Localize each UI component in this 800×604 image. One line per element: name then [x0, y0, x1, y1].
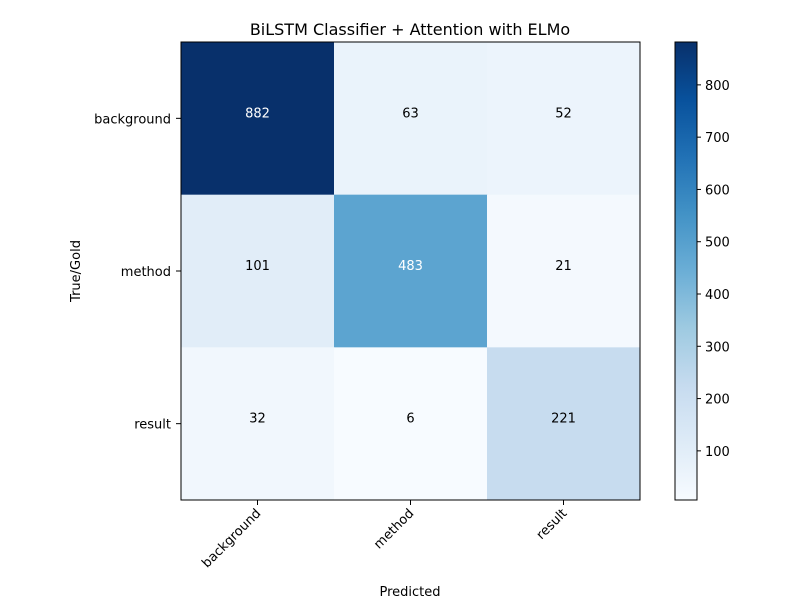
chart-title: BiLSTM Classifier + Attention with ELMo [250, 20, 570, 39]
colorbar-tick-label: 700 [705, 131, 730, 146]
colorbar: 100 200 300 400 500 600 700 800 [674, 41, 730, 501]
cell-value-label: 882 [245, 106, 270, 121]
x-tick-label: method [371, 506, 417, 552]
heatmap-cell [334, 347, 488, 501]
colorbar-tick-label: 500 [705, 236, 730, 251]
y-axis-label: True/Gold [69, 240, 84, 303]
cell-value-label: 52 [555, 106, 572, 121]
cell-value-label: 101 [245, 259, 270, 274]
colorbar-tick-label: 800 [705, 79, 730, 94]
colorbar-tick-label: 600 [705, 183, 730, 198]
heatmap-cell [181, 194, 335, 348]
colorbar-gradient [674, 41, 698, 501]
heatmap-cell [487, 42, 641, 196]
colorbar-tick-label: 100 [705, 445, 730, 460]
colorbar-tick-label: 300 [705, 340, 730, 355]
heatmap-cell [334, 42, 488, 196]
heatmap-cell [181, 42, 335, 196]
heatmap-cell [334, 194, 488, 348]
x-axis-label: Predicted [379, 585, 440, 600]
x-tick-label: result [534, 506, 571, 543]
heatmap-cell [181, 347, 335, 501]
cell-value-label: 21 [555, 259, 572, 274]
y-tick-label: result [134, 418, 171, 433]
x-tick-label: background [199, 506, 264, 571]
colorbar-tick-label: 200 [705, 393, 730, 408]
colorbar-tick-label: 400 [705, 288, 730, 303]
y-tick-label: background [94, 112, 171, 127]
cell-value-label: 483 [398, 259, 423, 274]
cell-value-label: 6 [406, 412, 414, 427]
heatmap-cell [487, 194, 641, 348]
heatmap-cells: 882 63 52 101 483 21 32 6 221 [181, 42, 641, 501]
cell-value-label: 221 [551, 412, 576, 427]
cell-value-label: 32 [249, 412, 266, 427]
heatmap-cell [487, 347, 641, 501]
cell-value-label: 63 [402, 106, 419, 121]
y-tick-label: method [121, 265, 171, 280]
